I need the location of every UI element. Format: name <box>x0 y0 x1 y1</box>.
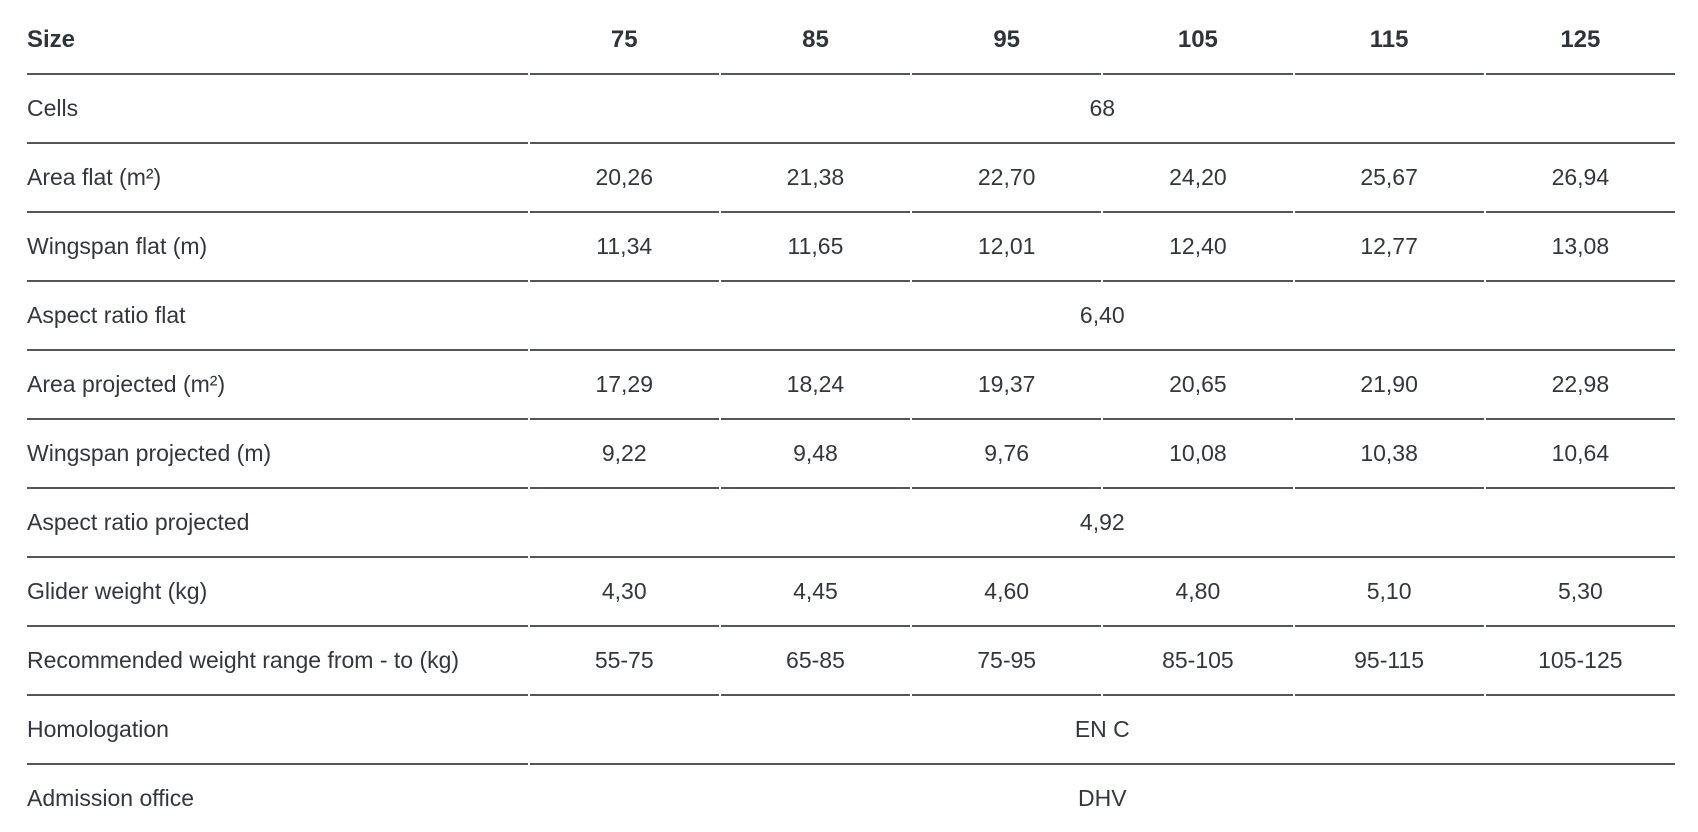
cell-span-value: DHV <box>1078 785 1127 811</box>
cell-span-value: 68 <box>529 75 1675 144</box>
row-label: Area projected (m²) <box>27 351 528 420</box>
cell-value: 10,64 <box>1485 420 1675 489</box>
row-label: Glider weight (kg) <box>27 558 528 627</box>
row-label: Wingspan flat (m) <box>27 213 528 282</box>
header-row: Size 75 85 95 105 115 125 <box>27 6 1675 75</box>
table-row: Area flat (m²) 20,26 21,38 22,70 24,20 25,67 2… <box>27 144 1675 213</box>
cell-span-value: 4,92 <box>529 489 1675 558</box>
column-header-125: 125 <box>1485 6 1675 75</box>
cell-value: 20,65 <box>1103 351 1293 420</box>
cell-value: 25,67 <box>1294 144 1484 213</box>
table-row: Admission office DHV <box>27 765 1675 832</box>
row-label: Admission office <box>27 785 195 811</box>
cell-value: 4,45 <box>720 558 911 627</box>
cell-value: 21,38 <box>720 144 911 213</box>
cell-value: 10,38 <box>1294 420 1484 489</box>
table-row: Aspect ratio flat 6,40 <box>27 282 1675 351</box>
cell-value: 20,26 <box>529 144 719 213</box>
cell-value: 11,65 <box>720 213 911 282</box>
cell-value: 55-75 <box>529 627 719 696</box>
cell-value: 19,37 <box>912 351 1102 420</box>
cell-value: 21,90 <box>1294 351 1484 420</box>
table-row: Glider weight (kg) 4,30 4,45 4,60 4,80 5,10 5,… <box>27 558 1675 627</box>
cell-value: 105-125 <box>1485 627 1675 696</box>
column-header-75: 75 <box>529 6 719 75</box>
cell-value: 4,60 <box>912 558 1102 627</box>
table-row: Aspect ratio projected 4,92 <box>27 489 1675 558</box>
spec-table-container: Size 75 85 95 105 115 125 Cells 68 Area flat (m… <box>25 6 1677 832</box>
cell-span-value: EN C <box>529 696 1675 765</box>
spec-table: Size 75 85 95 105 115 125 Cells 68 Area flat (m… <box>25 6 1677 832</box>
row-label: Aspect ratio flat <box>27 282 528 351</box>
cell-value: 85-105 <box>1103 627 1293 696</box>
cell-value: 22,98 <box>1485 351 1675 420</box>
cell-value: 12,40 <box>1103 213 1293 282</box>
cell-value: 65-85 <box>720 627 911 696</box>
column-header-85: 85 <box>720 6 911 75</box>
cell-value: 4,30 <box>529 558 719 627</box>
cell-value: 26,94 <box>1485 144 1675 213</box>
table-row: Wingspan projected (m) 9,22 9,48 9,76 10,08 1… <box>27 420 1675 489</box>
column-header-115: 115 <box>1294 6 1484 75</box>
cell-value: 12,01 <box>912 213 1102 282</box>
table-row: Area projected (m²) 17,29 18,24 19,37 20,65 2… <box>27 351 1675 420</box>
column-header-95: 95 <box>912 6 1102 75</box>
cell-value: 5,30 <box>1485 558 1675 627</box>
cell-value: 9,76 <box>912 420 1102 489</box>
cell-value: 18,24 <box>720 351 911 420</box>
cell-value: 95-115 <box>1294 627 1484 696</box>
spec-table-body: Cells 68 Area flat (m²) 20,26 21,38 22,70 24,2… <box>27 75 1675 832</box>
cell-value: 75-95 <box>912 627 1102 696</box>
cell-span-value: 6,40 <box>529 282 1675 351</box>
row-label: Cells <box>27 75 528 144</box>
column-header-105: 105 <box>1103 6 1293 75</box>
table-row: Recommended weight range from - to (kg) 5… <box>27 627 1675 696</box>
cell-value: 4,80 <box>1103 558 1293 627</box>
table-row: Cells 68 <box>27 75 1675 144</box>
cell-value: 22,70 <box>912 144 1102 213</box>
row-label: Recommended weight range from - to (kg) <box>27 627 528 696</box>
row-label: Area flat (m²) <box>27 144 528 213</box>
table-row: Wingspan flat (m) 11,34 11,65 12,01 12,40 12,… <box>27 213 1675 282</box>
row-label: Homologation <box>27 696 528 765</box>
cell-value: 10,08 <box>1103 420 1293 489</box>
cell-value: 9,22 <box>529 420 719 489</box>
row-label: Wingspan projected (m) <box>27 420 528 489</box>
table-row: Homologation EN C <box>27 696 1675 765</box>
cell-value: 12,77 <box>1294 213 1484 282</box>
cell-value: 5,10 <box>1294 558 1484 627</box>
cell-value: 9,48 <box>720 420 911 489</box>
cell-value: 24,20 <box>1103 144 1293 213</box>
cell-value: 13,08 <box>1485 213 1675 282</box>
column-header-size: Size <box>27 6 528 75</box>
row-label: Aspect ratio projected <box>27 489 528 558</box>
cell-value: 17,29 <box>529 351 719 420</box>
cell-value: 11,34 <box>529 213 719 282</box>
